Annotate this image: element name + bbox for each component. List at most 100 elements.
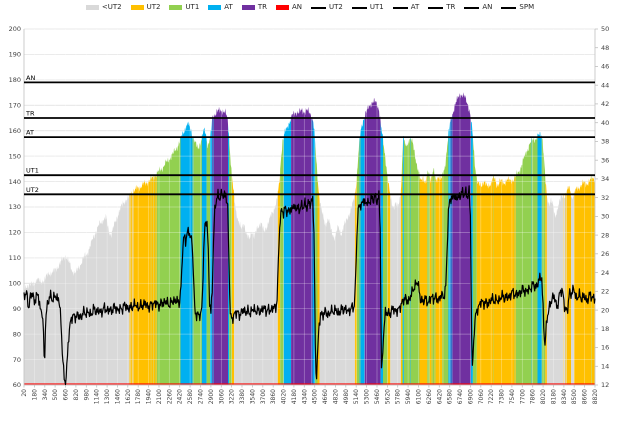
legend-item-line-AT: AT (392, 4, 419, 11)
svg-text:6260: 6260 (426, 389, 433, 404)
svg-text:60: 60 (13, 381, 21, 389)
svg-text:48: 48 (601, 44, 609, 52)
legend-label: SPM (519, 3, 535, 11)
svg-text:4500: 4500 (312, 389, 319, 404)
threshold-label-TR: TR (25, 110, 35, 118)
legend-item-line-SPM: SPM (501, 4, 534, 11)
svg-text:6580: 6580 (447, 389, 454, 404)
svg-text:7380: 7380 (499, 389, 506, 404)
svg-text:3700: 3700 (260, 389, 267, 404)
svg-text:150: 150 (9, 152, 21, 160)
legend-line-swatch (428, 6, 444, 9)
svg-text:42: 42 (601, 100, 609, 108)
svg-text:8820: 8820 (592, 389, 599, 404)
legend-label: <UT2 (101, 3, 122, 11)
legend-area-swatch (208, 5, 222, 10)
chart-legend: <UT2 UT2 UT1 AT TR AN UT2 UT1 AT TR AN SPM (0, 4, 620, 11)
svg-text:6100: 6100 (416, 389, 423, 404)
svg-text:5940: 5940 (405, 389, 412, 404)
spm-line-series (23, 185, 596, 386)
legend-item-AN: AN (275, 3, 302, 11)
svg-text:120: 120 (9, 229, 21, 237)
svg-text:6900: 6900 (467, 389, 474, 404)
svg-text:20: 20 (601, 306, 609, 314)
svg-text:100: 100 (9, 280, 21, 288)
svg-text:1140: 1140 (94, 389, 101, 404)
legend-item-line-UT2: UT2 (311, 4, 343, 11)
svg-text:26: 26 (601, 250, 609, 258)
svg-text:170: 170 (9, 102, 21, 110)
svg-text:2900: 2900 (208, 389, 215, 404)
svg-text:1940: 1940 (146, 389, 153, 404)
svg-text:2260: 2260 (166, 389, 173, 404)
legend-label: TR (257, 3, 267, 11)
legend-line-swatch (392, 6, 408, 9)
svg-text:2740: 2740 (198, 389, 205, 404)
svg-text:180: 180 (31, 389, 38, 401)
legend-item-<UT2: <UT2 (85, 3, 122, 11)
threshold-label-AN: AN (26, 74, 35, 82)
svg-text:8020: 8020 (540, 389, 547, 404)
y-axis-right-labels: 50 48 46 44 42 40 38 36 34 32 30 28 26 24 22 20 18 16 14 12 (601, 25, 609, 389)
svg-text:8660: 8660 (582, 389, 589, 404)
legend-item-line-TR: TR (428, 4, 455, 11)
svg-text:7540: 7540 (509, 389, 516, 404)
svg-text:5780: 5780 (395, 389, 402, 404)
svg-text:3060: 3060 (218, 389, 225, 404)
svg-text:4980: 4980 (343, 389, 350, 404)
svg-text:24: 24 (601, 269, 609, 277)
svg-text:180: 180 (9, 76, 21, 84)
svg-text:90: 90 (13, 305, 21, 313)
svg-text:32: 32 (601, 194, 609, 202)
svg-text:6420: 6420 (436, 389, 443, 404)
legend-item-line-UT1: UT1 (351, 4, 384, 11)
svg-text:160: 160 (9, 127, 21, 135)
legend-area-swatch (85, 5, 99, 10)
svg-text:34: 34 (601, 175, 609, 183)
svg-text:3220: 3220 (229, 389, 236, 404)
svg-text:44: 44 (601, 81, 609, 89)
svg-text:14: 14 (601, 363, 609, 371)
svg-text:1460: 1460 (114, 389, 121, 404)
svg-text:22: 22 (601, 288, 609, 296)
legend-label: UT2 (146, 3, 161, 11)
svg-text:500: 500 (52, 389, 59, 401)
svg-text:70: 70 (13, 356, 21, 364)
legend-line-swatch (351, 6, 367, 9)
svg-text:2100: 2100 (156, 389, 163, 404)
zone-threshold-lines: AN TR AT UT1 UT2 (24, 74, 595, 196)
svg-text:5300: 5300 (364, 389, 371, 404)
hr-zone-area-series (24, 92, 595, 386)
svg-text:110: 110 (9, 254, 21, 262)
legend-line-swatch (501, 6, 517, 9)
svg-text:4020: 4020 (281, 389, 288, 404)
svg-text:46: 46 (601, 63, 609, 71)
svg-text:28: 28 (601, 231, 609, 239)
svg-text:820: 820 (73, 389, 80, 401)
svg-text:12: 12 (601, 381, 609, 389)
svg-text:8180: 8180 (551, 389, 558, 404)
svg-text:7220: 7220 (488, 389, 495, 404)
svg-text:1780: 1780 (135, 389, 142, 404)
svg-text:50: 50 (601, 25, 609, 33)
svg-text:5620: 5620 (384, 389, 391, 404)
threshold-label-UT1: UT1 (26, 167, 39, 175)
legend-label: UT1 (185, 3, 200, 11)
svg-text:200: 200 (9, 25, 21, 33)
svg-text:980: 980 (83, 389, 90, 401)
legend-area-swatch (241, 5, 255, 10)
svg-text:3540: 3540 (249, 389, 256, 404)
legend-label: UT2 (329, 3, 343, 11)
threshold-label-UT2: UT2 (26, 186, 39, 194)
svg-text:340: 340 (42, 389, 49, 401)
legend-line-swatch (311, 6, 326, 9)
svg-text:3860: 3860 (270, 389, 277, 404)
svg-text:40: 40 (601, 119, 609, 127)
legend-label: AT (224, 3, 233, 11)
svg-text:6740: 6740 (457, 389, 464, 404)
y-axis-left-labels: 200 190 180 170 160 150 140 130 120 110 100 90 80 70 6… (9, 25, 21, 389)
overlay-gridlines (23, 28, 596, 386)
axes (23, 28, 598, 388)
legend-label: AN (291, 3, 302, 11)
svg-text:8340: 8340 (561, 389, 568, 404)
